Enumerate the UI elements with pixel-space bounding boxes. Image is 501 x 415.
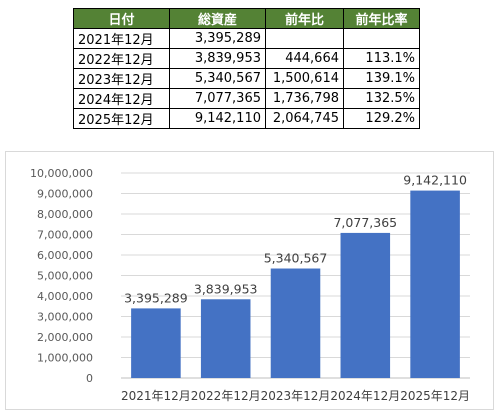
y-tick-label: 0 [86,372,93,385]
y-tick-label: 8,000,000 [37,208,93,221]
data-label: 3,839,953 [194,281,258,296]
data-label: 5,340,567 [264,251,328,266]
cell-yoy-ratio: 132.5% [343,88,420,109]
header-total-assets: 総資産 [169,8,266,29]
chart-canvas: 0 1,000,000 2,000,000 3,000,000 4,000,000 5,0… [30,167,470,403]
table-row: 2022年12月 3,839,953 444,664 113.1% [73,48,420,69]
cell-date: 2021年12月 [73,28,170,49]
header-yoy-ratio: 前年比率 [343,8,420,29]
bar [340,232,391,378]
cell-total-assets: 7,077,365 [169,88,266,109]
data-label: 9,142,110 [403,173,467,188]
cell-total-assets: 5,340,567 [169,68,266,89]
header-yoy-change: 前年比 [265,8,344,29]
table-row: 2025年12月 9,142,110 2,064,745 129.2% [73,108,420,129]
y-tick-label: 6,000,000 [37,249,93,262]
cell-total-assets: 9,142,110 [169,108,266,129]
y-tick-label: 9,000,000 [37,188,93,201]
cell-total-assets: 3,839,953 [169,48,266,69]
bar [200,299,251,378]
table-row: 2021年12月 3,395,289 [73,28,420,49]
header-date: 日付 [73,8,170,29]
x-tick-label: 2021年12月 [121,389,191,403]
cell-yoy-change: 2,064,745 [265,108,344,129]
data-label: 3,395,289 [124,290,188,305]
table-row: 2023年12月 5,340,567 1,500,614 139.1% [73,68,420,89]
bar [131,308,181,378]
y-tick-label: 10,000,000 [30,167,93,180]
cell-date: 2022年12月 [73,48,170,69]
asset-table: 日付 総資産 前年比 前年比率 2021年12月 3,395,289 2022年… [73,8,420,129]
table-row: 2024年12月 7,077,365 1,736,798 132.5% [73,88,420,109]
cell-yoy-ratio: 113.1% [343,48,420,69]
data-label: 7,077,365 [333,215,397,230]
bar [410,190,460,378]
y-tick-label: 1,000,000 [37,352,93,365]
cell-date: 2023年12月 [73,68,170,89]
y-tick-label: 4,000,000 [37,290,93,303]
y-tick-label: 3,000,000 [37,311,93,324]
y-tick-label: 7,000,000 [37,229,93,242]
x-tick-label: 2022年12月 [191,389,261,403]
cell-yoy-change: 1,736,798 [265,88,344,109]
cell-yoy-change [265,28,344,49]
cell-yoy-change: 444,664 [265,48,344,69]
cell-date: 2025年12月 [73,108,170,129]
cell-yoy-ratio [343,28,420,49]
cell-yoy-ratio: 139.1% [343,68,420,89]
y-tick-label: 2,000,000 [37,331,93,344]
bar [270,268,321,378]
cell-yoy-ratio: 129.2% [343,108,420,129]
cell-date: 2024年12月 [73,88,170,109]
asset-bar-chart: 0 1,000,000 2,000,000 3,000,000 4,000,000 5,0… [5,151,494,410]
x-tick-label: 2025年12月 [400,389,470,403]
y-tick-label: 5,000,000 [37,270,93,283]
x-tick-label: 2023年12月 [261,389,331,403]
table-header-row: 日付 総資産 前年比 前年比率 [73,8,420,29]
x-tick-label: 2024年12月 [330,389,400,403]
cell-total-assets: 3,395,289 [169,28,266,49]
cell-yoy-change: 1,500,614 [265,68,344,89]
